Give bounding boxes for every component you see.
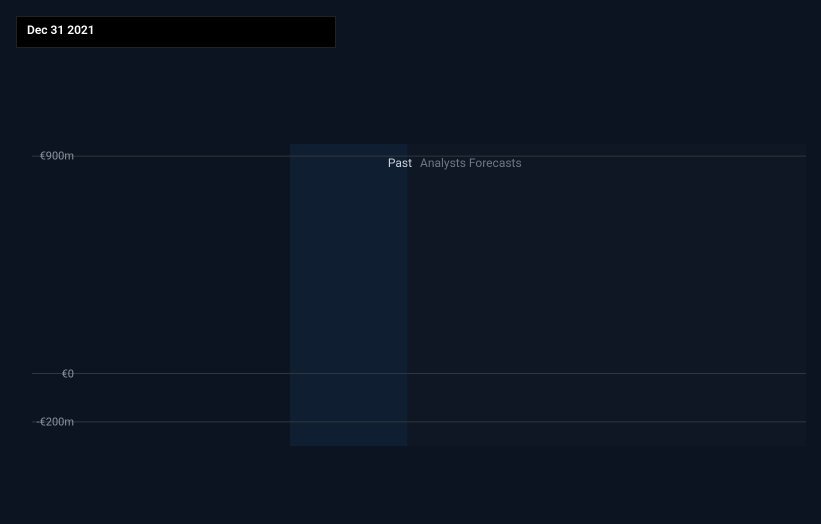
chart-svg[interactable] bbox=[16, 16, 805, 508]
region-label-past: Past bbox=[388, 156, 412, 170]
y-axis-label: €0 bbox=[62, 367, 74, 380]
financial-forecast-chart: Past Analysts Forecasts Dec 31 2021 €900… bbox=[16, 16, 805, 508]
y-axis-label: €900m bbox=[40, 150, 74, 163]
region-label-forecast: Analysts Forecasts bbox=[420, 156, 522, 170]
tooltip-date: Dec 31 2021 bbox=[27, 23, 325, 41]
y-axis-label: -€200m bbox=[37, 415, 74, 428]
chart-tooltip: Dec 31 2021 bbox=[16, 16, 336, 48]
